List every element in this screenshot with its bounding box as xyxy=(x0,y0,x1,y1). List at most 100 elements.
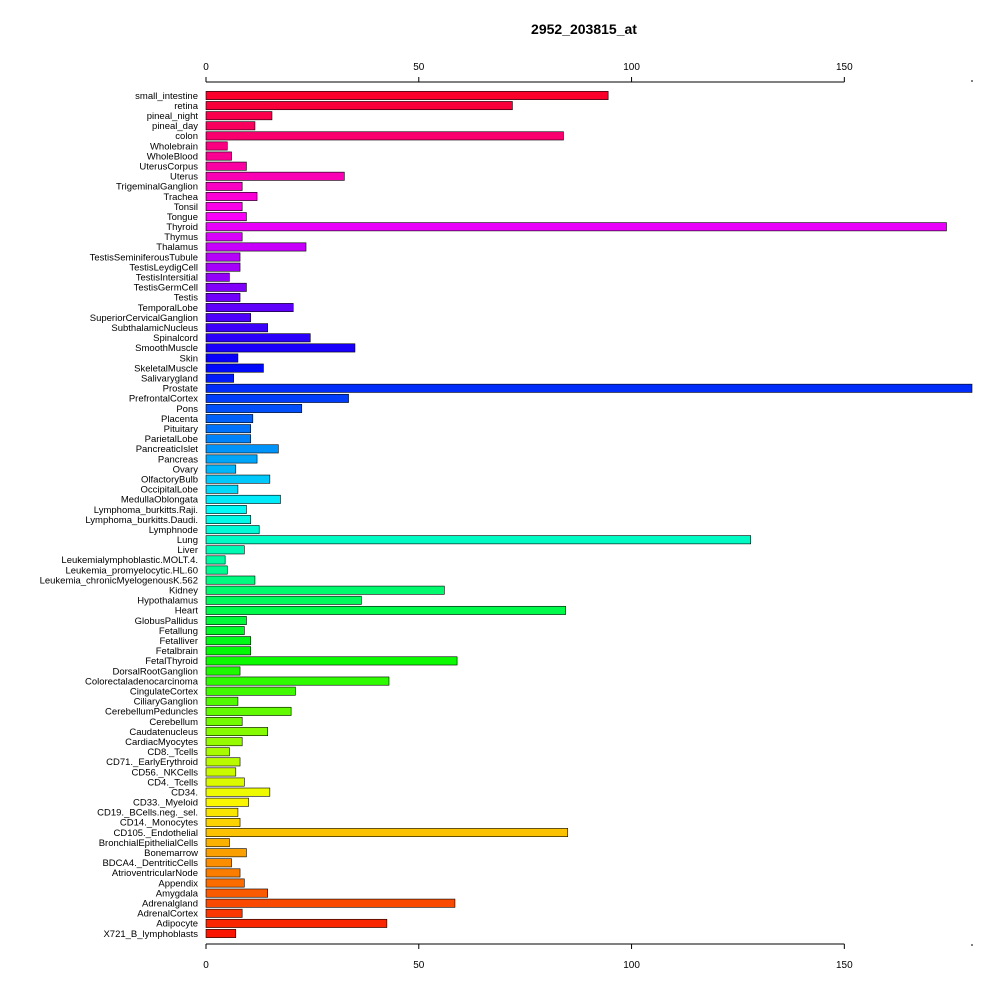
bar-colorectaladenocarcinoma xyxy=(205,676,390,686)
bar-lymphoma-burkitts-daudi xyxy=(205,515,251,524)
bar-bronchialepithelialcells xyxy=(205,838,230,848)
bar-cerebellumpeduncles xyxy=(205,706,292,716)
top-tick-label: 150 xyxy=(836,62,853,73)
category-label-pineal-day: pineal_day xyxy=(152,121,198,132)
category-label-salivarygland: Salivarygland xyxy=(141,373,198,384)
bar-cerebellum xyxy=(205,717,243,726)
category-label-smoothmuscle: SmoothMuscle xyxy=(135,343,198,354)
bar-lymphnode xyxy=(205,525,260,535)
bar-thymus xyxy=(205,232,243,242)
category-label-liver: Liver xyxy=(177,545,198,556)
category-label-fetalliver: Fetalliver xyxy=(159,636,198,647)
category-label-ciliaryganglion: CiliaryGanglion xyxy=(134,697,198,708)
bar-bonemarrow xyxy=(205,848,247,858)
bar-atrioventricularnode xyxy=(205,868,241,878)
bar-colon xyxy=(205,131,564,141)
bar-lung xyxy=(205,535,752,545)
category-label-thalamus: Thalamus xyxy=(156,242,198,253)
bar-appendix xyxy=(205,878,245,888)
category-label-trachea: Trachea xyxy=(164,192,199,203)
category-label-fetallung: Fetallung xyxy=(159,626,198,637)
category-label-globuspallidus: GlobusPallidus xyxy=(135,616,199,627)
category-label-lung: Lung xyxy=(177,535,198,546)
bar-bdca4-dentriticcells xyxy=(205,858,232,868)
category-label-cd71-earlyerythroid: CD71._EarlyErythroid xyxy=(106,757,198,768)
category-label-ovary: Ovary xyxy=(173,464,199,475)
category-label-cd34: CD34. xyxy=(171,787,198,798)
category-label-kidney: Kidney xyxy=(169,586,198,597)
category-label-hypothalamus: Hypothalamus xyxy=(137,596,198,607)
bar-pancreas xyxy=(205,454,258,464)
category-label-adrenalcortex: AdrenalCortex xyxy=(137,909,198,920)
category-label-testisseminiferoustubule: TestisSeminiferousTubule xyxy=(90,252,198,263)
bar-liver xyxy=(205,545,245,555)
bar-spinalcord xyxy=(205,333,311,343)
bar-parietallobe xyxy=(205,434,251,444)
bar-pons xyxy=(205,404,303,413)
category-label-lymphnode: Lymphnode xyxy=(149,525,198,536)
category-label-pancreas: Pancreas xyxy=(158,454,198,465)
bar-tongue xyxy=(205,212,247,222)
category-label-adipocyte: Adipocyte xyxy=(156,919,198,930)
bottom-tick-label: 150 xyxy=(836,960,853,971)
bar-testisgermcell xyxy=(205,282,247,292)
top-tick-label: 50 xyxy=(413,62,425,73)
bar-wholeblood xyxy=(205,151,232,161)
category-label-bdca4-dentriticcells: BDCA4._DentriticCells xyxy=(102,858,198,869)
category-label-subthalamicnucleus: SubthalamicNucleus xyxy=(111,323,198,334)
category-label-olfactorybulb: OlfactoryBulb xyxy=(141,474,198,485)
category-label-pineal-night: pineal_night xyxy=(147,111,199,122)
bar-adrenalgland xyxy=(205,898,456,908)
bar-testisintersitial xyxy=(205,272,230,282)
category-label-testisleydigcell: TestisLeydigCell xyxy=(129,262,198,273)
category-label-dorsalrootganglion: DorsalRootGanglion xyxy=(112,666,198,677)
bar-trigeminalganglion xyxy=(205,181,243,191)
category-label-atrioventricularnode: AtrioventricularNode xyxy=(112,868,198,879)
bar-hypothalamus xyxy=(205,595,362,605)
category-label-parietallobe: ParietalLobe xyxy=(145,434,198,445)
bar-pancreaticislet xyxy=(205,444,279,454)
bottom-tick-label: 0 xyxy=(203,960,209,971)
top-tick-label: 100 xyxy=(623,62,640,73)
bar-heart xyxy=(205,605,566,615)
bar-uterus xyxy=(205,171,345,181)
category-label-adrenalgland: Adrenalgland xyxy=(142,899,198,910)
category-label-testisgermcell: TestisGermCell xyxy=(134,283,198,294)
bar-lymphoma-burkitts-raji xyxy=(205,505,247,514)
category-label-cd33-myeloid: CD33._Myeloid xyxy=(133,798,198,809)
bar-testis xyxy=(205,292,241,302)
bar-retina xyxy=(205,101,513,111)
bar-dorsalrootganglion xyxy=(205,666,241,676)
category-label-leukemia-promyelocytic-hl-60: Leukemia_promyelocytic.HL.60 xyxy=(65,565,198,576)
category-label-thymus: Thymus xyxy=(164,232,198,243)
bottom-tick-label: 100 xyxy=(623,960,640,971)
bar-cd8-tcells xyxy=(205,747,230,757)
bar-pineal-night xyxy=(205,111,273,121)
bar-olfactorybulb xyxy=(205,474,271,484)
category-label-cerebellumpeduncles: CerebellumPeduncles xyxy=(105,707,198,718)
category-label-trigeminalganglion: TrigeminalGanglion xyxy=(116,182,198,193)
category-label-retina: retina xyxy=(174,101,198,112)
category-label-prefrontalcortex: PrefrontalCortex xyxy=(129,394,198,405)
bar-fetalthyroid xyxy=(205,656,458,666)
bar-fetalbrain xyxy=(205,646,251,656)
bar-skeletalmuscle xyxy=(205,363,264,373)
bar-prostate xyxy=(205,383,973,393)
bar-wholebrain xyxy=(205,141,228,151)
category-label-x721-b-lymphoblasts: X721_B_lymphoblasts xyxy=(103,929,198,940)
category-label-lymphoma-burkitts-raji: Lymphoma_burkitts.Raji. xyxy=(94,505,198,516)
category-label-testisintersitial: TestisIntersitial xyxy=(136,273,198,284)
category-label-cd14-monocytes: CD14._Monocytes xyxy=(120,818,198,829)
category-label-cd105-endothelial: CD105._Endothelial xyxy=(113,828,198,839)
bar-tonsil xyxy=(205,202,243,211)
bar-medullaoblongata xyxy=(205,494,281,504)
bar-globuspallidus xyxy=(205,616,247,625)
category-label-occipitallobe: OccipitalLobe xyxy=(140,485,198,496)
bar-cd56-nkcells xyxy=(205,767,237,777)
bar-cingulatecortex xyxy=(205,686,296,696)
bar-cd4-tcells xyxy=(205,777,245,787)
category-label-medullaoblongata: MedullaOblongata xyxy=(121,495,199,506)
bar-small-intestine xyxy=(205,91,609,100)
bar-subthalamicnucleus xyxy=(205,323,269,333)
